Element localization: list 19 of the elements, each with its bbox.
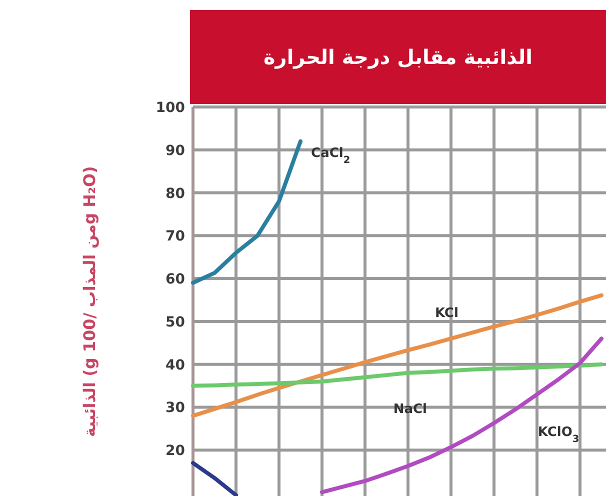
y-tick-label: 60	[166, 272, 186, 288]
series-label: KClO$_{3}$	[538, 424, 580, 444]
y-tick-label: 40	[166, 357, 186, 374]
chart-title: الذائبية مقابل درجة الحرارة	[264, 45, 532, 69]
y-tick-label: 80	[166, 186, 186, 202]
y-tick-label: 20	[166, 443, 186, 460]
y-axis-title: الذائبية (g من المذاب /100g H₂O)	[80, 166, 99, 437]
line-series	[191, 293, 604, 418]
text: NaCl	[393, 402, 427, 418]
y-tick-label: 70	[166, 228, 186, 245]
y-tick-label: 50	[166, 314, 186, 330]
y-tick-label: 100	[156, 100, 186, 116]
series-label: CaCl$_{2}$	[311, 146, 350, 166]
series-label: KCl	[434, 306, 458, 322]
line-series	[191, 139, 302, 285]
line-series	[320, 336, 604, 494]
y-tick-label: 30	[166, 400, 186, 416]
line-series	[191, 362, 604, 388]
y-tick-label: 90	[166, 142, 186, 159]
